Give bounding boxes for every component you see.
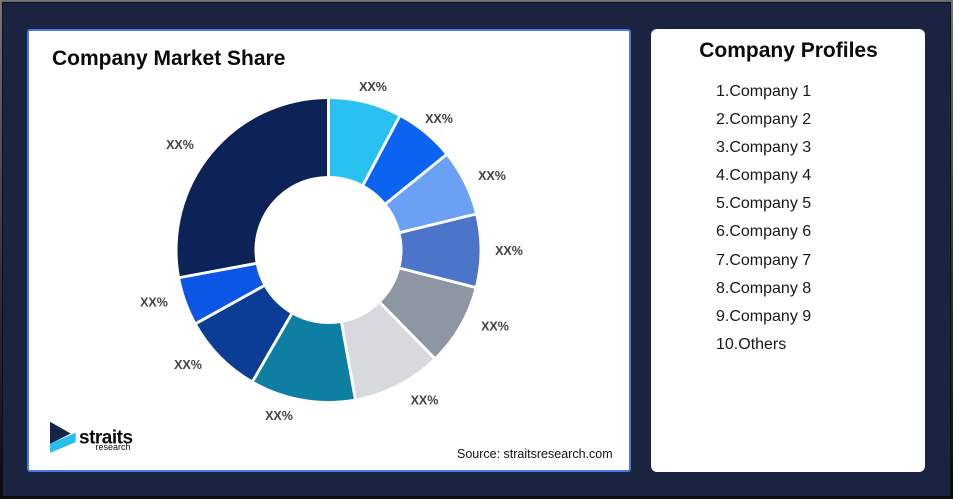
svg-text:XX%: XX%: [265, 409, 293, 423]
svg-text:XX%: XX%: [495, 244, 523, 258]
svg-text:XX%: XX%: [359, 80, 387, 94]
svg-text:XX%: XX%: [166, 138, 194, 152]
svg-text:research: research: [95, 442, 130, 452]
svg-text:XX%: XX%: [174, 358, 202, 372]
svg-text:XX%: XX%: [140, 296, 168, 310]
svg-text:XX%: XX%: [478, 169, 506, 183]
svg-text:XX%: XX%: [481, 320, 509, 334]
svg-text:XX%: XX%: [411, 394, 439, 408]
svg-text:XX%: XX%: [425, 112, 453, 126]
svg-text:straits: straits: [79, 428, 133, 449]
